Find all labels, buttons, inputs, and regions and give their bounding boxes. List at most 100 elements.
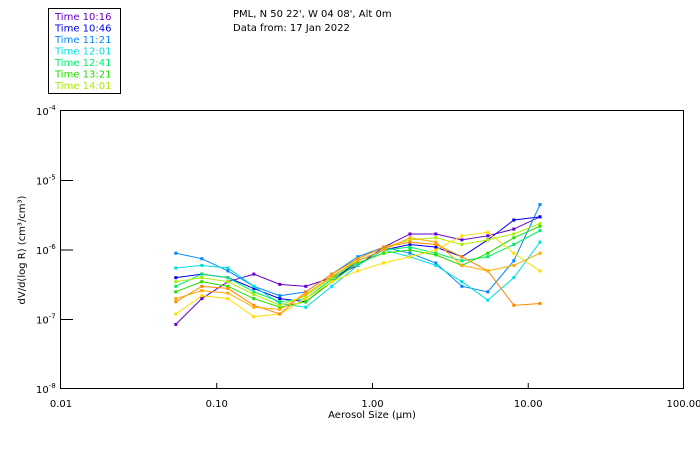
data-point xyxy=(512,236,516,240)
legend-entry: Time 10:46 xyxy=(54,24,111,35)
data-point xyxy=(434,251,438,255)
data-point xyxy=(304,284,308,288)
data-point xyxy=(174,322,178,326)
data-point xyxy=(538,203,542,207)
y-tick-base: 10 xyxy=(36,177,49,188)
data-point xyxy=(460,280,464,284)
data-point xyxy=(278,297,282,301)
y-tick-label: 10-6 xyxy=(36,243,56,257)
y-axis-label: dV/d(log R) (cm³/cm³) xyxy=(17,195,28,304)
data-point xyxy=(200,294,204,298)
data-point xyxy=(278,282,282,286)
data-point xyxy=(200,280,204,284)
data-point xyxy=(200,297,204,301)
y-tick-exponent: -7 xyxy=(49,313,56,321)
data-point xyxy=(226,269,230,273)
y-tick-exponent: -4 xyxy=(49,104,57,112)
data-point xyxy=(356,255,360,259)
data-point xyxy=(330,280,334,284)
data-point xyxy=(460,263,464,267)
data-point xyxy=(304,292,308,296)
data-point xyxy=(356,269,360,273)
data-point xyxy=(538,229,542,233)
data-point xyxy=(174,251,178,255)
legend-entry: Time 10:16 xyxy=(54,12,111,23)
data-point xyxy=(304,290,308,294)
data-point xyxy=(174,300,178,304)
data-point xyxy=(356,263,360,267)
data-point xyxy=(434,240,438,244)
data-point xyxy=(330,284,334,288)
data-point xyxy=(512,251,516,255)
data-point xyxy=(330,274,334,278)
data-point xyxy=(434,232,438,236)
chart-subtitle: Data from: 17 Jan 2022 xyxy=(233,23,350,34)
legend-entry: Time 11:21 xyxy=(54,35,111,46)
data-point xyxy=(278,303,282,307)
data-point xyxy=(252,305,256,309)
data-point xyxy=(408,248,412,252)
data-point xyxy=(278,307,282,311)
x-tick-label: 1.00 xyxy=(361,399,383,410)
data-point xyxy=(200,289,204,293)
data-point xyxy=(408,240,412,244)
data-point xyxy=(226,286,230,290)
data-point xyxy=(408,238,412,242)
data-point xyxy=(252,284,256,288)
data-point xyxy=(226,276,230,280)
data-point xyxy=(434,248,438,252)
data-point xyxy=(408,251,412,255)
data-point xyxy=(200,263,204,267)
data-point xyxy=(226,291,230,295)
y-tick-label: 10-8 xyxy=(36,382,56,396)
series-10 xyxy=(174,236,542,311)
data-point xyxy=(408,245,412,249)
y-tick-base: 10 xyxy=(36,107,49,118)
data-point xyxy=(356,257,360,261)
data-point xyxy=(174,290,178,294)
y-tick-base: 10 xyxy=(36,246,49,257)
data-point xyxy=(278,312,282,316)
data-point xyxy=(538,215,542,219)
data-point xyxy=(486,234,490,238)
legend-entry: Time 13:21 xyxy=(54,70,111,81)
data-point xyxy=(538,301,542,305)
data-point xyxy=(200,284,204,288)
data-point xyxy=(538,240,542,244)
legend-entry: Time 14:01 xyxy=(54,81,111,92)
data-point xyxy=(174,276,178,280)
data-point xyxy=(408,242,412,246)
data-point xyxy=(226,284,230,288)
data-point xyxy=(486,255,490,259)
data-point xyxy=(174,280,178,284)
data-point xyxy=(486,230,490,234)
data-point xyxy=(304,300,308,304)
data-point xyxy=(252,297,256,301)
data-point xyxy=(174,312,178,316)
data-point xyxy=(512,303,516,307)
data-point xyxy=(512,276,516,280)
data-point xyxy=(434,245,438,249)
x-axis-label: Aerosol Size (µm) xyxy=(328,410,416,421)
data-point xyxy=(382,245,386,249)
data-point xyxy=(278,301,282,305)
x-tick-label: 0.01 xyxy=(50,399,72,410)
data-point xyxy=(174,266,178,270)
data-point xyxy=(538,222,542,226)
data-point xyxy=(174,284,178,288)
data-point xyxy=(486,298,490,302)
data-point xyxy=(486,290,490,294)
data-point xyxy=(252,286,256,290)
data-point xyxy=(512,259,516,263)
axis-ticks: 0.01 0.10 1.00 10.00 100.0010-410-510-610-71… xyxy=(36,104,700,410)
data-point xyxy=(200,257,204,261)
data-point xyxy=(304,297,308,301)
data-point xyxy=(174,297,178,301)
data-point xyxy=(200,276,204,280)
data-point xyxy=(330,277,334,281)
data-point xyxy=(226,297,230,301)
data-point xyxy=(512,242,516,246)
data-point xyxy=(486,238,490,242)
